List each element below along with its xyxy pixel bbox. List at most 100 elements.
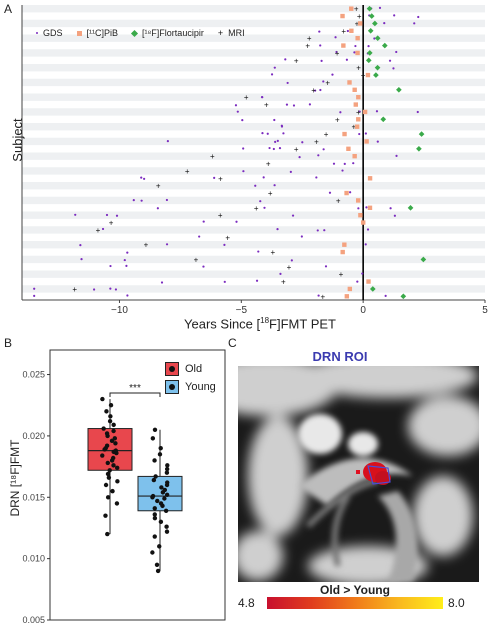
mri-point: +: [352, 123, 357, 132]
gds-point: [280, 124, 283, 127]
gds-point: [274, 140, 277, 143]
gds-point: [241, 119, 244, 122]
subject-row-band: [22, 226, 485, 234]
gds-point: [165, 198, 169, 202]
legend-label: [¹¹C]PiB: [86, 28, 119, 38]
subject-row-band: [22, 78, 485, 87]
gds-point: [322, 148, 325, 151]
pib-point: [342, 131, 347, 137]
gds-point: [345, 58, 348, 61]
significance-bracket: [109, 392, 161, 397]
flortaucipir-point: [365, 57, 372, 64]
gds-point: [366, 228, 370, 231]
data-point: [152, 458, 157, 463]
gds-point: [74, 213, 77, 216]
gds-point: [290, 259, 293, 262]
flortaucipir-point: [400, 293, 407, 300]
gds-point: [383, 21, 386, 25]
gds-point: [278, 146, 282, 150]
pib-point: [347, 80, 352, 85]
subject-row-band: [22, 270, 485, 278]
gds-point: [320, 59, 323, 62]
gds-point: [301, 141, 304, 144]
gds-point: [349, 191, 352, 194]
data-point: [111, 463, 116, 468]
subject-row-band: [22, 34, 485, 42]
pib-point: [340, 13, 345, 19]
data-point: [107, 418, 113, 424]
gds-point: [384, 294, 387, 297]
gds-point: [266, 132, 269, 135]
data-point: [164, 492, 170, 498]
gds-point: [393, 214, 396, 217]
gds-point: [202, 220, 205, 223]
gds-point: [166, 140, 169, 143]
gds-point: [352, 162, 355, 165]
gds-point: [234, 104, 238, 107]
legend-item: [¹¹C]PiB: [76, 28, 119, 38]
pib-point: [355, 50, 360, 56]
data-point: [113, 441, 118, 446]
gds-point: [114, 288, 118, 291]
gds-point: [282, 132, 285, 135]
legend-swatch-icon: [165, 380, 179, 394]
pib-point: [341, 43, 346, 48]
gds-point: [356, 280, 359, 283]
gds-point: [198, 235, 201, 238]
data-point: [103, 482, 109, 488]
mri-point: +: [320, 292, 325, 301]
gds-point: [286, 81, 289, 85]
gds-point: [395, 154, 398, 157]
gds-point: [339, 111, 342, 114]
data-point: [115, 465, 120, 471]
x-tick-label: 5: [482, 305, 488, 316]
x-tick-label: −10: [111, 305, 128, 316]
mri-point: +: [264, 101, 269, 110]
gds-point: [314, 89, 317, 92]
mri-point: +: [356, 64, 361, 73]
subject-row-band: [22, 241, 485, 249]
mri-point: +: [311, 86, 316, 95]
colorbar-title: Old > Young: [320, 583, 390, 597]
gds-point: [322, 80, 325, 83]
legend-label: [¹⁸F]Flortaucipir: [142, 28, 204, 38]
gds-point: [361, 272, 364, 275]
mri-point: +: [294, 56, 299, 65]
data-point: [158, 445, 163, 451]
pib-point: [342, 242, 347, 247]
data-point: [150, 493, 156, 499]
pib-point: [367, 205, 373, 211]
data-point: [164, 529, 170, 534]
gds-point: [260, 96, 264, 99]
subject-row-band: [22, 167, 485, 175]
data-point: [106, 475, 112, 480]
data-point: [154, 562, 160, 567]
flortaucipir-point: [396, 86, 402, 93]
data-point: [152, 534, 157, 539]
data-point: [153, 474, 158, 479]
mri-point: +: [324, 130, 329, 139]
gds-point: [334, 36, 337, 39]
mri-point: +: [109, 219, 114, 228]
gds-point: [343, 162, 346, 165]
subject-row-band: [22, 211, 485, 219]
gds-point: [298, 156, 301, 159]
subject-row-band: [22, 64, 485, 72]
mri-point: +: [185, 167, 190, 176]
gds-point: [268, 146, 271, 150]
flortaucipir-point: [416, 145, 422, 152]
legend-label: Young: [185, 381, 216, 393]
panel-c-title: DRN ROI: [312, 349, 368, 364]
gds-point: [272, 147, 275, 151]
mri-point: +: [314, 137, 319, 146]
legend-swatch-icon: [165, 362, 179, 376]
gds-point: [160, 281, 164, 284]
data-point: [155, 498, 160, 504]
gds-point: [105, 213, 109, 217]
flortaucipir-point: [374, 64, 381, 71]
mri-point: +: [218, 174, 223, 183]
legend-item: + MRI: [218, 28, 245, 38]
pib-point: [356, 94, 361, 100]
data-point: [104, 443, 110, 448]
panel-a-letter: A: [4, 2, 13, 16]
